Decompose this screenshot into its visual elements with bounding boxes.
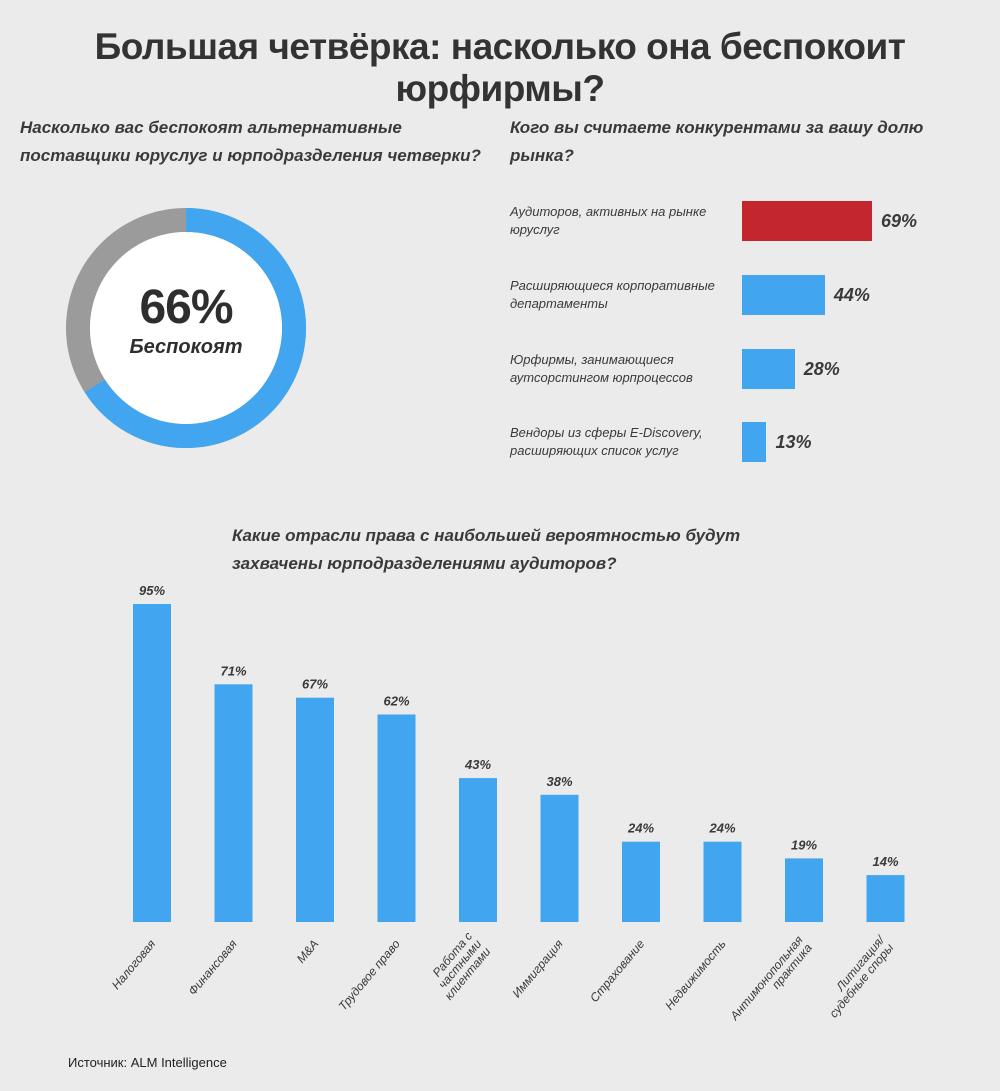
industry-value-label: 19% bbox=[791, 837, 817, 852]
industry-category-line: Недвижимость bbox=[662, 937, 729, 1013]
industry-bar bbox=[133, 604, 171, 922]
industry-value-label: 95% bbox=[139, 583, 165, 598]
industry-bar bbox=[214, 684, 253, 922]
competitor-label: Аудиторов, активных на рынке юруслуг bbox=[510, 204, 707, 237]
industry-category-label: Работа счастнымиклиентами bbox=[423, 929, 493, 1003]
industry-bar bbox=[459, 778, 497, 922]
competitor-bar bbox=[742, 201, 872, 241]
industry-bar bbox=[703, 841, 742, 922]
industry-category-label: Страхование bbox=[587, 937, 647, 1005]
donut-value: 66% bbox=[139, 281, 233, 334]
competitor-label: Юрфирмы, занимающиеся аутсорстингом юрпр… bbox=[510, 352, 693, 385]
industry-value-label: 67% bbox=[302, 677, 328, 692]
competitor-row: Вендоры из сферы E-Discovery, расширяющи… bbox=[510, 414, 990, 470]
industry-value-label: 62% bbox=[383, 694, 409, 709]
competitor-value: 69% bbox=[881, 211, 918, 231]
industry-value-label: 24% bbox=[627, 821, 654, 836]
donut-filled-arc bbox=[84, 208, 306, 448]
industry-bar bbox=[622, 841, 660, 922]
industry-category-line: Антимонопольная bbox=[727, 933, 806, 1024]
competitor-row: Юрфирмы, занимающиеся аутсорстингом юрпр… bbox=[510, 341, 990, 397]
industry-category-line: Трудовое право bbox=[336, 937, 403, 1014]
industry-category-label: Налоговая bbox=[109, 936, 159, 992]
competitor-bar bbox=[742, 349, 795, 389]
industry-bar bbox=[296, 697, 334, 922]
industry-category-line: Страхование bbox=[587, 937, 647, 1005]
industry-category-line: M&A bbox=[294, 937, 321, 966]
donut-svg bbox=[66, 208, 306, 448]
competitor-row: Аудиторов, активных на рынке юруслуг 69% bbox=[510, 193, 990, 249]
competitor-bar bbox=[742, 422, 767, 462]
donut-label: Беспокоят bbox=[129, 336, 243, 358]
industries-question: Какие отрасли права с наибольшей вероятн… bbox=[232, 526, 741, 573]
industry-category-label: Недвижимость bbox=[662, 937, 729, 1013]
industry-bar bbox=[540, 794, 579, 922]
source-note: Источник: ALM Intelligence bbox=[68, 1055, 227, 1070]
page-title: Большая четвёрка: насколько она беспокои… bbox=[94, 26, 906, 109]
industry-category-line: Финансовая bbox=[185, 936, 240, 997]
industry-bar bbox=[866, 875, 905, 922]
competitor-value: 44% bbox=[833, 285, 870, 305]
industry-category-label: Антимонопольнаяпрактика bbox=[727, 933, 816, 1032]
competitor-label: Расширяющиеся корпоративные департаменты bbox=[510, 278, 715, 311]
industry-category-line: Налоговая bbox=[109, 936, 159, 992]
competitor-value: 28% bbox=[803, 359, 840, 379]
competitor-label: Вендоры из сферы E-Discovery, расширяющи… bbox=[510, 425, 703, 458]
industry-value-label: 24% bbox=[708, 821, 735, 836]
donut-center bbox=[90, 232, 282, 424]
industry-bar bbox=[377, 714, 416, 922]
competitor-value: 13% bbox=[775, 432, 812, 452]
industry-bar bbox=[785, 858, 823, 922]
donut-question: Насколько вас беспокоят альтернативные п… bbox=[20, 118, 481, 165]
industry-category-label: Трудовое право bbox=[336, 937, 403, 1014]
industry-value-label: 14% bbox=[872, 854, 898, 869]
competitors-question: Кого вы считаете конкурентами за вашу до… bbox=[510, 118, 924, 165]
donut-chart: 66% Беспокоят bbox=[66, 208, 306, 448]
competitor-bar bbox=[742, 275, 825, 315]
industries-chart: 95% Налоговая 71% Финансовая 67% M&A 62% Трудов… bbox=[109, 583, 905, 1032]
industry-value-label: 71% bbox=[220, 663, 246, 678]
industry-value-label: 43% bbox=[464, 757, 491, 772]
industry-category-label: Иммиграция bbox=[509, 936, 566, 1000]
industry-category-label: M&A bbox=[294, 937, 321, 966]
industry-category-line: Иммиграция bbox=[509, 936, 566, 1000]
competitor-row: Расширяющиеся корпоративные департаменты… bbox=[510, 267, 990, 323]
industry-category-label: Литигация/судебные споры bbox=[817, 932, 897, 1021]
industry-category-label: Финансовая bbox=[185, 936, 240, 997]
industry-value-label: 38% bbox=[546, 774, 572, 789]
